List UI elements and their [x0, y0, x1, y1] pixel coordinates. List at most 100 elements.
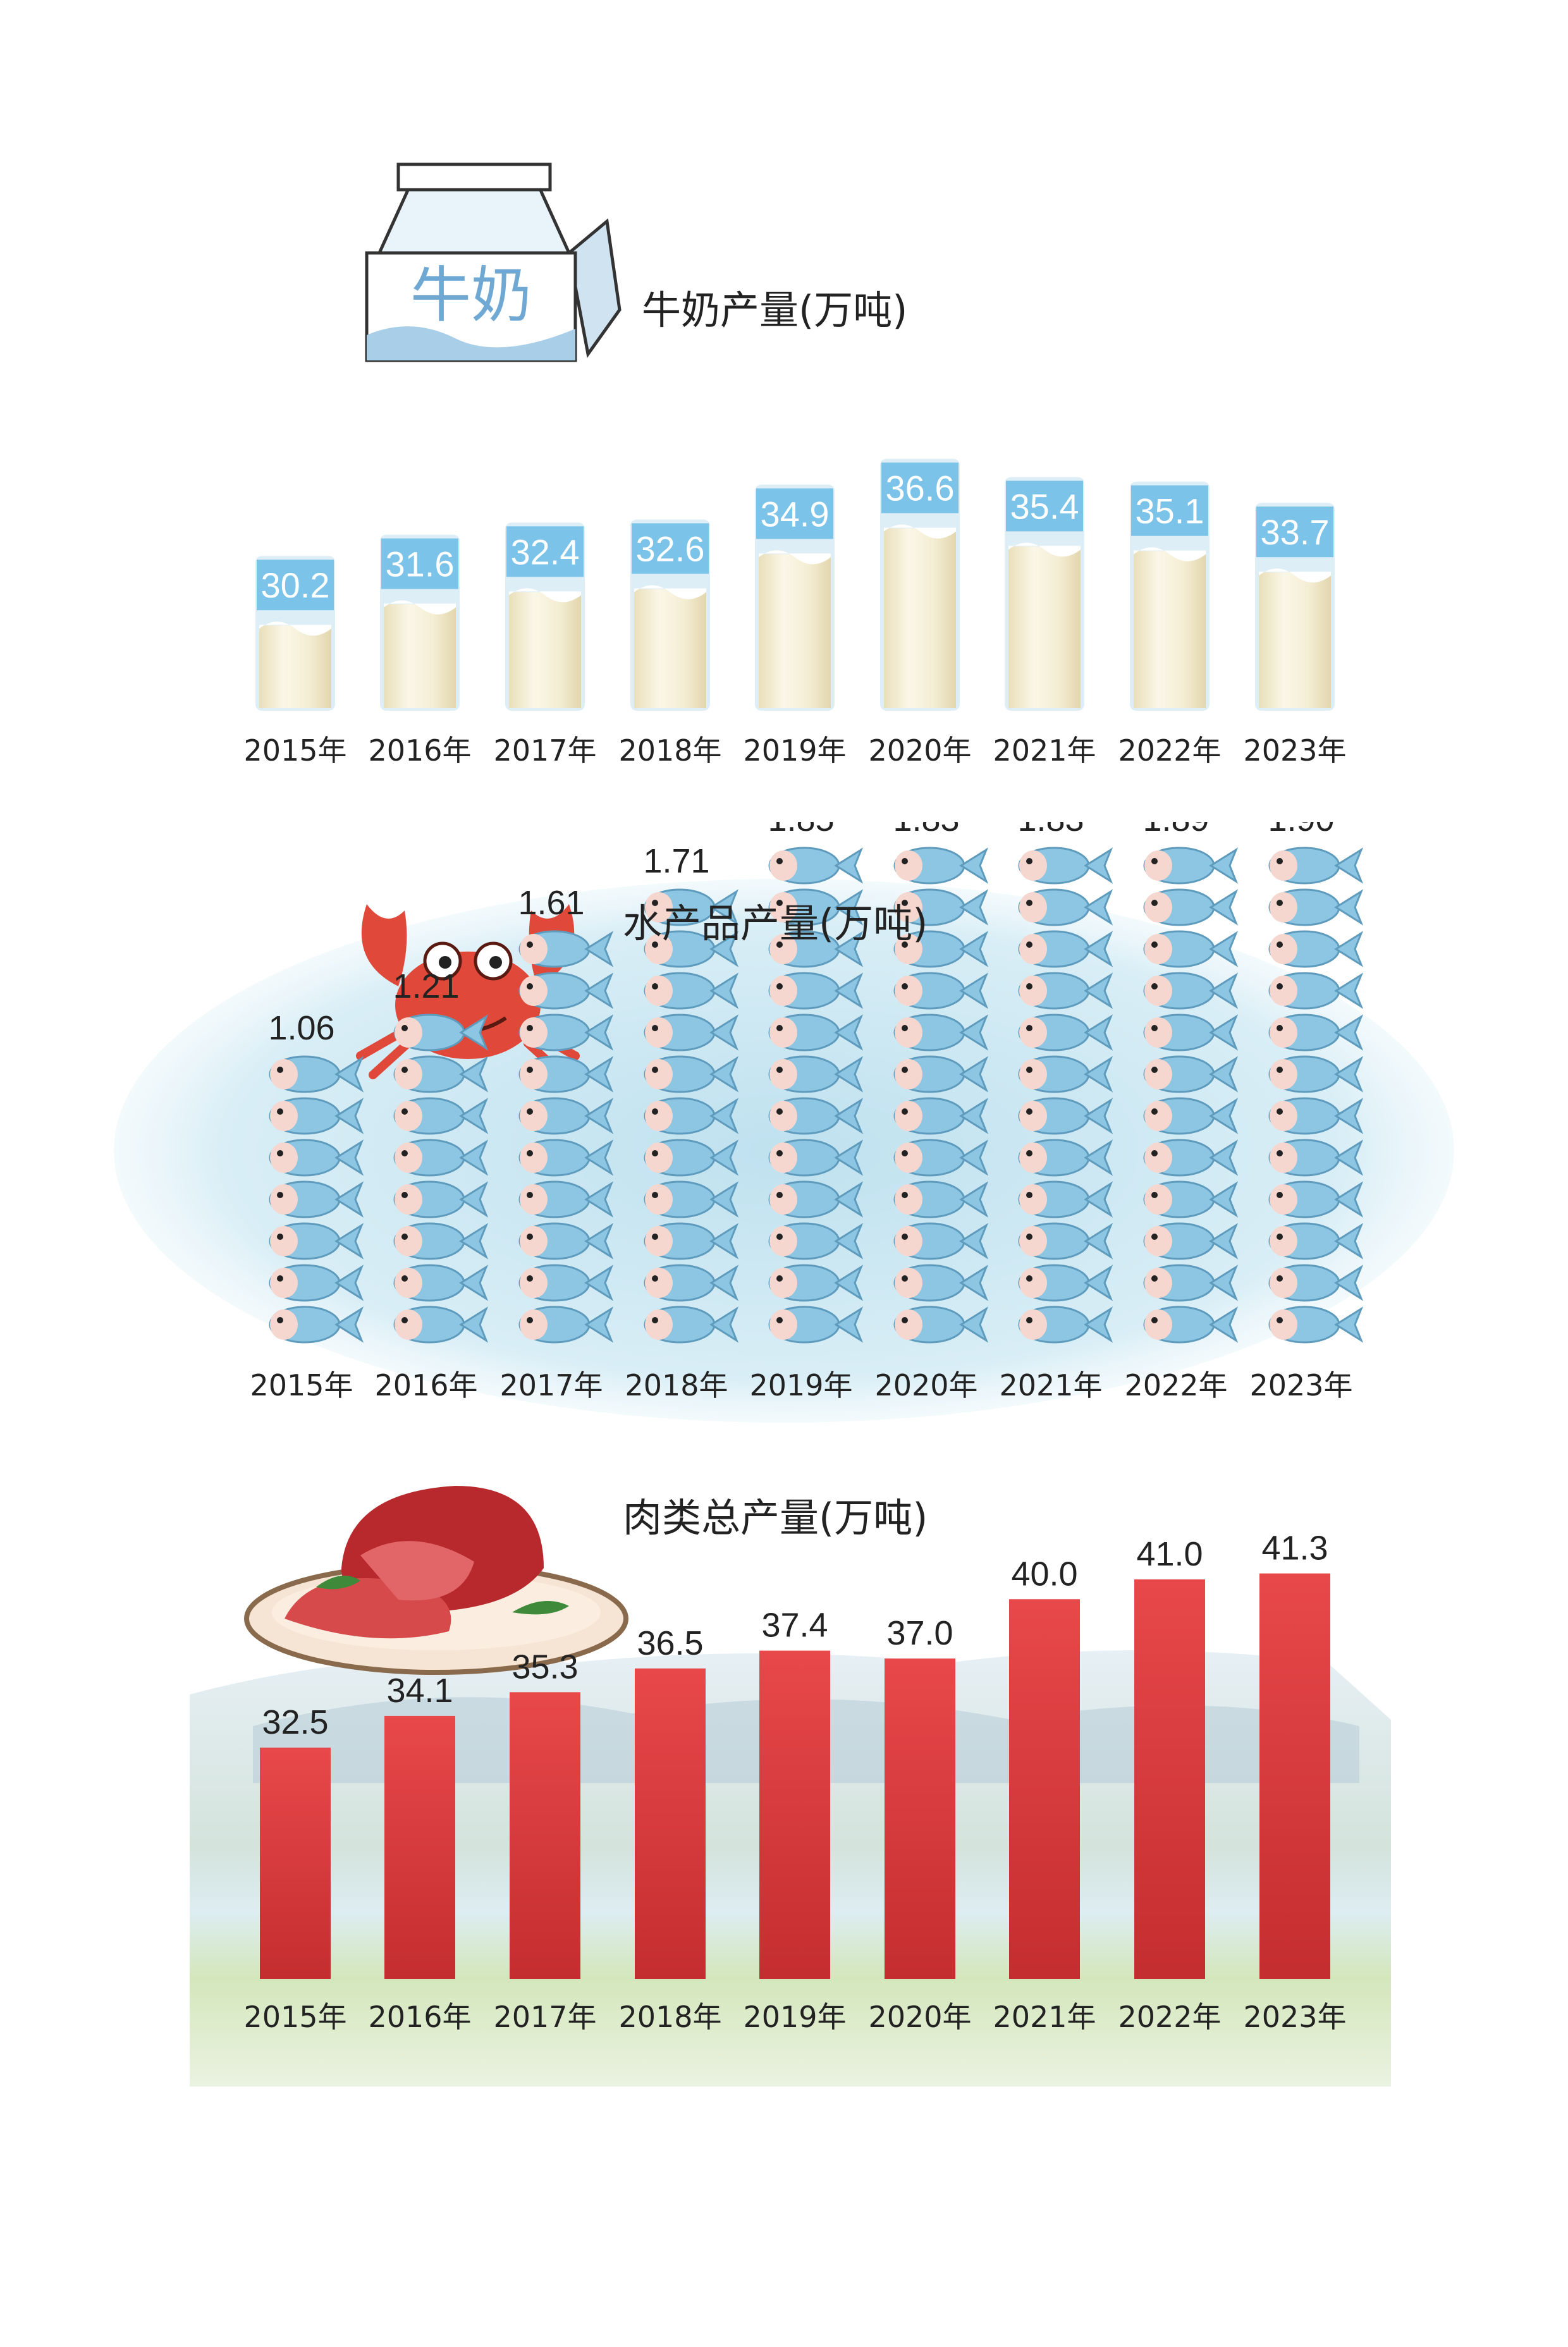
fish-mark [1018, 972, 1113, 1010]
fish-mark [269, 1264, 364, 1302]
milk-value-label: 33.7 [1261, 512, 1330, 552]
fish-mark [1143, 1055, 1239, 1093]
milk-value-badge [257, 560, 334, 611]
fish-mark [768, 1014, 864, 1051]
fish-mark [518, 1097, 614, 1135]
fish-mark [518, 1139, 614, 1177]
meat-value-label: 36.5 [637, 1624, 703, 1662]
milk-foam [1259, 568, 1331, 583]
aquatic-value-label: 1.61 [518, 884, 584, 922]
fish-mark [1268, 1139, 1364, 1177]
milk-value-badge [1256, 506, 1333, 558]
fish-mark [893, 1306, 989, 1344]
aquatic-year-label: 2016年 [374, 1368, 477, 1402]
fish-mark [1268, 972, 1364, 1010]
aquatic-year-label: 2021年 [999, 1368, 1102, 1402]
milk-foam [1134, 547, 1206, 561]
meat-year-label: 2016年 [368, 2000, 471, 2034]
fish-mark [1268, 1014, 1364, 1051]
meat-bar [384, 1715, 455, 1979]
milk-value-badge [381, 538, 458, 589]
fish-mark [768, 1180, 864, 1218]
fish-mark [1018, 847, 1113, 885]
aquatic-year-label: 2017年 [499, 1368, 603, 1402]
meat-value-label: 37.0 [886, 1614, 953, 1652]
meat-year-label: 2022年 [1118, 2000, 1221, 2034]
milk-year-label: 2023年 [1243, 733, 1346, 768]
aquatic-value-label: 1.71 [643, 842, 709, 880]
aquatic-year-label: 2015年 [250, 1368, 353, 1402]
fish-mark [1143, 1222, 1239, 1260]
milk-value-badge [506, 526, 584, 577]
fish-mark [393, 1055, 489, 1093]
fish-mark [518, 1222, 614, 1260]
fish-mark [768, 1264, 864, 1302]
aquatic-value-label: 1.85 [768, 822, 834, 838]
milk-value-label: 31.6 [386, 544, 455, 584]
fish-mark [1143, 1097, 1239, 1135]
fish-mark [1143, 1306, 1239, 1344]
aquatic-year-label: 2023年 [1249, 1368, 1352, 1402]
fish-mark [644, 1306, 739, 1344]
aquatic-year-label: 2020年 [874, 1368, 977, 1402]
fish-mark [393, 1306, 489, 1344]
milk-value-badge [756, 488, 833, 539]
meat-bar [1009, 1599, 1080, 1979]
fish-mark [1018, 1014, 1113, 1051]
fish-mark [1018, 1264, 1113, 1302]
milk-year-label: 2018年 [618, 733, 721, 768]
fish-mark [893, 972, 989, 1010]
meat-year-label: 2015年 [243, 2000, 346, 2034]
meat-year-label: 2019年 [743, 2000, 846, 2034]
fish-mark [893, 930, 989, 968]
milk-bar [509, 592, 581, 708]
milk-chart-title: 牛奶产量(万吨) [642, 287, 908, 333]
fish-mark [393, 1264, 489, 1302]
fish-mark [768, 972, 864, 1010]
meat-bar [260, 1748, 331, 1979]
milk-year-label: 2021年 [993, 733, 1096, 768]
fish-mark [893, 847, 989, 885]
fish-mark [1143, 972, 1239, 1010]
milk-foam [1008, 542, 1081, 557]
fish-mark [1018, 1139, 1113, 1177]
aquatic-chart-title: 水产品产量(万吨) [623, 900, 928, 947]
aquatic-value-label: 1.83 [893, 822, 959, 838]
fish-mark [644, 1222, 739, 1260]
milk-value-label: 32.4 [511, 532, 580, 572]
fish-mark [1018, 888, 1113, 926]
fish-mark [644, 1097, 739, 1135]
fish-mark [1268, 888, 1364, 926]
milk-bar [1008, 546, 1081, 708]
fish-mark [893, 1055, 989, 1093]
fish-mark [1268, 1055, 1364, 1093]
fish-mark [768, 930, 864, 968]
milk-chart-panel: 牛奶 30.2 2015年 31.6 2016年 32.4 2017年 32.6 2018年 3… [0, 0, 1568, 822]
fish-mark [393, 1014, 489, 1051]
milk-year-label: 2016年 [368, 733, 471, 768]
fish-mark [518, 930, 614, 968]
milk-value-label: 32.6 [636, 529, 705, 569]
milk-foam [884, 524, 956, 539]
meat-bar [635, 1668, 706, 1979]
milk-value-badge [1006, 481, 1083, 532]
aquatic-year-label: 2019年 [749, 1368, 852, 1402]
fish-mark [1268, 1180, 1364, 1218]
aquatic-value-label: 1.90 [1268, 822, 1334, 838]
fish-mark [269, 1306, 364, 1344]
fish-mark [393, 1139, 489, 1177]
meat-bar [885, 1658, 955, 1979]
carton-label: 牛奶 [410, 260, 532, 331]
meat-bar [759, 1650, 830, 1979]
fish-bars: 1.06 2015年 1.21 2016年 1.61 2017年 1.71 2018年 1.85… [250, 822, 1364, 1402]
milk-foam [509, 588, 581, 603]
meat-year-label: 2018年 [618, 2000, 721, 2034]
fish-mark [518, 1264, 614, 1302]
fish-mark [644, 1014, 739, 1051]
meat-value-label: 34.1 [386, 1672, 453, 1710]
fish-mark [1018, 1180, 1113, 1218]
milk-value-badge [881, 462, 959, 513]
meat-bar [510, 1692, 580, 1979]
fish-mark [768, 888, 864, 926]
fish-mark [518, 1055, 614, 1093]
